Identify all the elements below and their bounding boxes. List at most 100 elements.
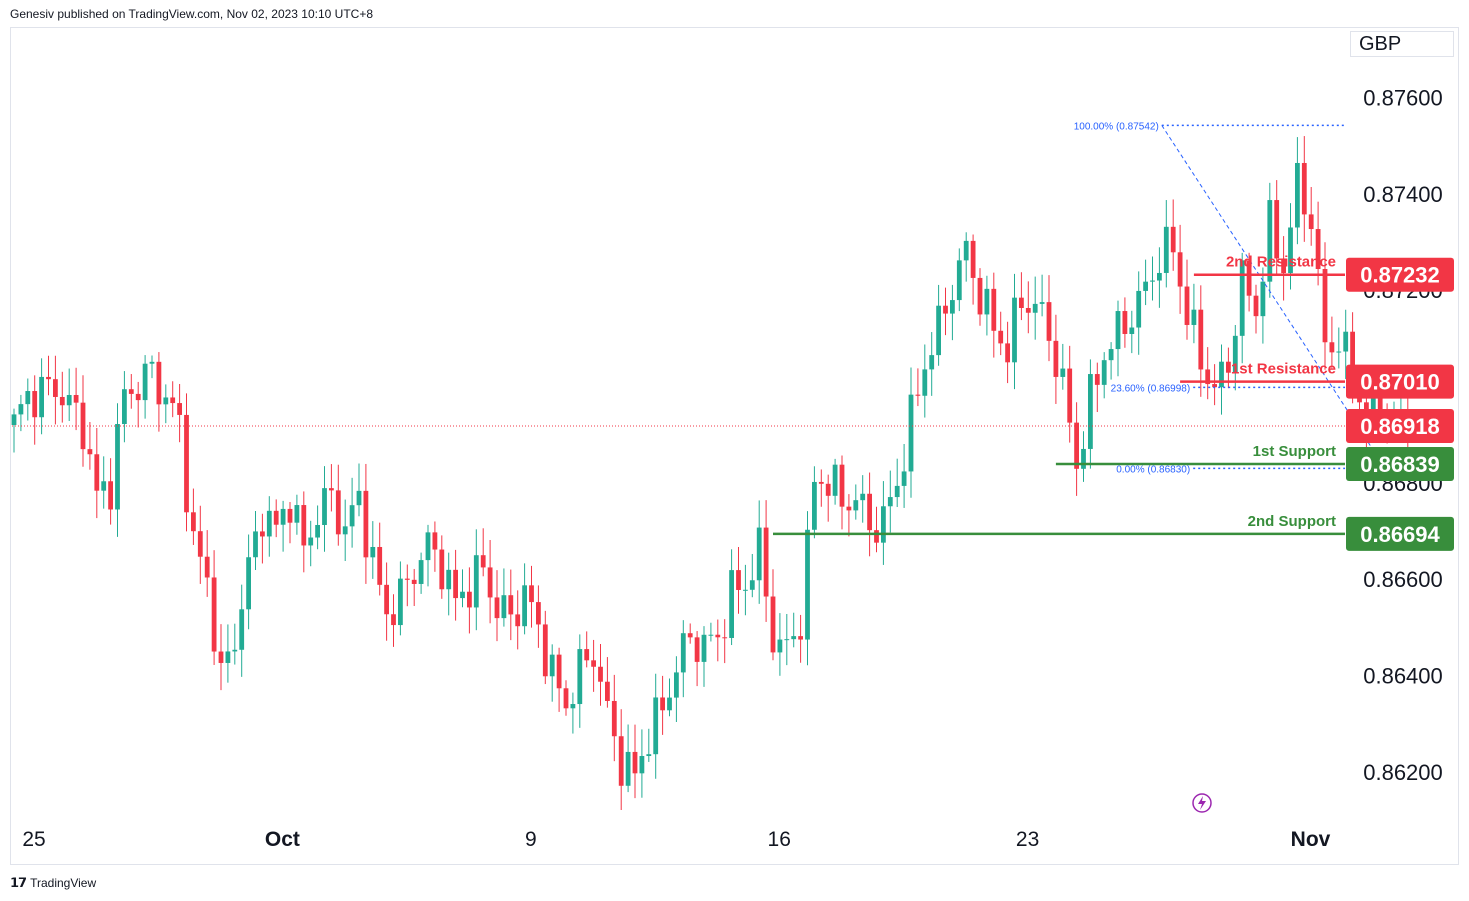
candle-body — [1301, 162, 1307, 215]
candle-body — [115, 424, 120, 510]
candle-body — [211, 577, 217, 652]
candle-body — [784, 639, 790, 641]
lightning-icon-glyph — [1198, 796, 1206, 810]
candle-body — [432, 532, 438, 550]
fib-level-label: 0.00% (0.86830) — [1116, 464, 1190, 475]
y-tick-label: 0.87600 — [1363, 85, 1443, 110]
candle-body — [342, 526, 348, 535]
footer-brand[interactable]: 𝟭𝟳 TradingView — [10, 875, 96, 891]
candle-body — [1315, 229, 1321, 270]
candle-body — [1336, 351, 1342, 353]
currency-selector[interactable]: GBP — [1350, 31, 1454, 57]
candle-body — [177, 403, 182, 415]
candle-body — [1101, 360, 1107, 385]
candle-body — [736, 570, 741, 590]
candle-body — [1122, 311, 1128, 334]
candle-body — [1184, 286, 1190, 325]
candle-body — [59, 396, 65, 406]
candle-body — [384, 584, 389, 615]
level-price-label: 0.86839 — [1360, 452, 1440, 477]
candle-body — [1288, 227, 1293, 274]
candle-body — [639, 756, 645, 774]
candle-body — [1039, 302, 1045, 304]
candle-body — [763, 527, 769, 597]
candle-body — [404, 578, 410, 580]
candle-body — [881, 506, 886, 543]
candle-body — [280, 508, 286, 525]
candle-body — [1074, 422, 1079, 469]
candle-body — [411, 579, 417, 584]
candle-body — [680, 633, 686, 673]
candle-body — [570, 704, 576, 709]
candle-body — [536, 602, 541, 625]
candle-body — [122, 389, 127, 425]
candle-body — [867, 493, 872, 531]
candle-body — [963, 240, 969, 261]
candle-body — [128, 389, 134, 394]
candle-body — [701, 634, 707, 662]
candle-body — [25, 391, 31, 405]
candle-body — [439, 549, 445, 590]
candle-body — [729, 570, 734, 638]
candle-body — [460, 591, 465, 599]
candle-body — [329, 488, 334, 491]
candle-body — [508, 595, 514, 615]
candle-body — [1025, 307, 1031, 313]
candle-body — [1212, 384, 1217, 388]
candle-body — [204, 556, 210, 578]
candle-body — [591, 660, 596, 667]
candle-body — [1143, 281, 1148, 291]
candle-body — [1170, 226, 1176, 253]
candle-body — [853, 500, 859, 511]
candle-body — [377, 546, 383, 585]
candle-body — [66, 394, 72, 406]
candle-body — [1032, 303, 1038, 313]
candle-body — [494, 597, 500, 619]
candle-body — [846, 506, 852, 511]
candle-body — [556, 654, 562, 689]
candle-body — [1295, 162, 1300, 228]
level-name: 1st Support — [1253, 443, 1336, 460]
candle-body — [1246, 260, 1252, 296]
candle-body — [322, 488, 327, 525]
candle-body — [1226, 361, 1231, 373]
candle-body — [549, 654, 555, 677]
candle-body — [260, 531, 265, 537]
candle-body — [715, 634, 721, 638]
candle-body — [53, 379, 58, 397]
candle-body — [791, 636, 797, 640]
fib-level-label: 23.60% (0.86998) — [1111, 383, 1191, 394]
candle-body — [1343, 331, 1349, 352]
candle-body — [660, 697, 665, 711]
x-tick-label: Oct — [265, 828, 300, 851]
candle-body — [232, 649, 238, 652]
candle-body — [956, 260, 962, 301]
candle-body — [11, 414, 17, 425]
candle-body — [1267, 200, 1273, 282]
candle-body — [1088, 374, 1093, 449]
candle-body — [646, 754, 652, 757]
candle-body — [887, 497, 893, 507]
candle-body — [1067, 368, 1073, 423]
candle-body — [1191, 309, 1197, 325]
candle-body — [287, 508, 293, 523]
candle-body — [515, 614, 521, 627]
candle-body — [1019, 297, 1024, 308]
candle-body — [473, 555, 479, 608]
candle-body — [1308, 214, 1314, 230]
candle-body — [1329, 342, 1335, 353]
candle-body — [225, 651, 231, 663]
current-price-label: 0.86918 — [1360, 414, 1440, 439]
fib-level-label: 100.00% (0.87542) — [1074, 121, 1159, 132]
level-price-tag — [1346, 516, 1454, 551]
candle-body — [191, 512, 196, 532]
candle-body — [1053, 340, 1059, 377]
candle-body — [356, 490, 362, 506]
candle-body — [370, 546, 376, 558]
candle-body — [273, 510, 279, 525]
y-tick-label: 0.86600 — [1363, 567, 1443, 592]
candle-body — [32, 391, 38, 418]
y-tick-label: 0.86200 — [1363, 760, 1443, 785]
candle-body — [674, 672, 679, 698]
